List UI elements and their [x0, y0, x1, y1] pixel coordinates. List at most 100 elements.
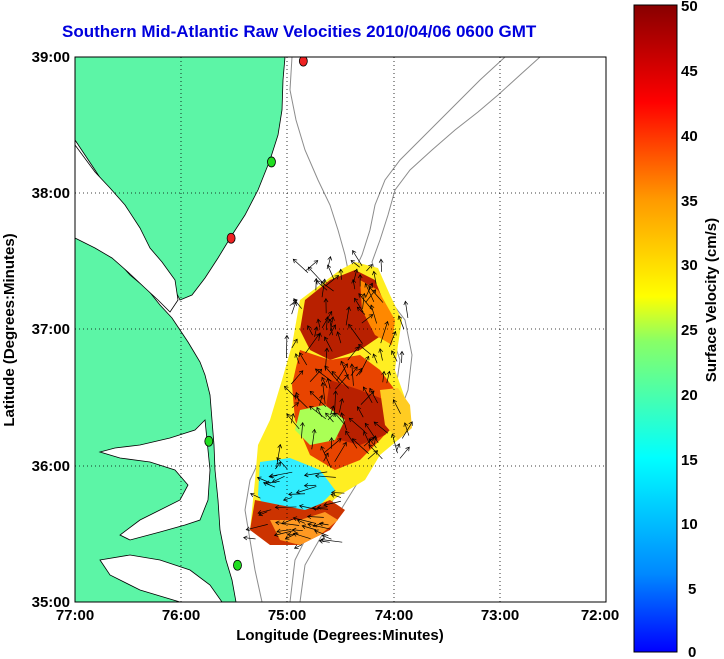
y-tick-label: 39:00 [32, 49, 70, 66]
velocity-arrow-head [284, 385, 289, 391]
y-tick-label: 35:00 [32, 594, 70, 611]
map-plot-area [75, 57, 606, 602]
velocity-arrow-head [392, 399, 397, 404]
velocity-arrow-head [320, 381, 326, 387]
velocity-arrow-head [298, 504, 304, 509]
velocity-arrow-head [336, 331, 341, 336]
velocity-arrow [293, 517, 316, 524]
velocity-arrow [373, 271, 377, 284]
velocity-arrow [352, 279, 356, 290]
colorbar-tick-label: 50 [681, 0, 698, 15]
velocity-arrow [315, 280, 328, 291]
velocity-arrow-head [339, 398, 344, 403]
velocity-arrow [334, 391, 337, 415]
velocity-arrow-head [358, 344, 363, 349]
colorbar [633, 4, 678, 653]
velocity-arrow-head [286, 413, 291, 419]
velocity-arrow-head [309, 390, 315, 396]
colorbar-tick-labels: 50 45 40 35 30 25 20 15 10 5 0 [681, 0, 698, 659]
velocity-arrow-head [291, 527, 297, 533]
velocity-arrow-head [290, 413, 295, 418]
velocity-arrow-head [329, 437, 334, 442]
velocity-arrow-head [271, 478, 277, 483]
velocity-arrow [322, 535, 332, 540]
velocity-arrow-head [378, 258, 384, 263]
velocity-arrow-head [356, 306, 362, 312]
velocity-arrow-head [392, 330, 397, 336]
velocity-arrow [357, 406, 364, 418]
velocity-arrow [350, 260, 360, 268]
velocity-arrow [404, 422, 410, 436]
velocity-arrow-head [318, 521, 324, 527]
velocity-arrow [274, 530, 294, 536]
velocity-arrow-head [353, 268, 359, 274]
velocity-arrow-head [323, 502, 328, 507]
velocity-arrow [243, 537, 256, 540]
velocity-arrow [309, 405, 327, 420]
velocity-arrow [308, 266, 325, 285]
velocity-arrow-head [349, 363, 355, 368]
velocity-arrow-head [245, 526, 251, 532]
velocity-arrow [331, 371, 349, 389]
velocity-arrow [334, 442, 347, 462]
velocity-arrow-head [320, 445, 325, 451]
velocity-arrow [352, 438, 369, 454]
velocity-arrow-head [321, 278, 327, 283]
y-tick-label: 36:00 [32, 458, 70, 475]
velocity-arrow-head [351, 438, 357, 443]
velocity-arrow-head [336, 438, 342, 443]
velocity-arrow-head [257, 510, 262, 515]
velocity-arrow-head [282, 496, 288, 502]
velocity-arrow [322, 382, 326, 404]
velocity-arrow-head [369, 387, 374, 393]
velocity-arrow [327, 378, 331, 389]
velocity-arrow [270, 471, 293, 477]
velocity-arrow-head [325, 412, 330, 418]
velocity-arrow-head [364, 282, 369, 288]
velocity-arrow [246, 524, 268, 531]
velocity-arrow-head [362, 386, 368, 392]
velocity-arrow-head [403, 422, 408, 427]
velocity-arrow-head [372, 270, 377, 276]
velocity-arrow [347, 346, 359, 361]
velocity-arrow [369, 388, 379, 404]
velocity-arrow [351, 363, 354, 386]
velocity-arrow [317, 319, 321, 328]
colorbar-tick-label: 30 [681, 257, 698, 274]
velocity-arrow-head [353, 366, 358, 371]
velocity-arrow [325, 275, 339, 287]
velocity-arrow [363, 431, 371, 445]
velocity-arrow [311, 429, 315, 450]
velocity-arrow [368, 286, 384, 303]
velocity-arrow [257, 477, 271, 484]
velocity-arrow [331, 493, 342, 498]
velocity-arrow [345, 430, 358, 449]
velocity-arrow-head [316, 504, 322, 510]
velocity-arrow-head [324, 452, 329, 458]
velocity-arrow [327, 412, 335, 421]
velocity-arrow [328, 256, 331, 267]
velocity-arrow [286, 335, 288, 358]
velocity-arrow-head [384, 320, 389, 326]
velocity-arrow-head [321, 376, 326, 382]
velocity-arrow [398, 315, 405, 330]
velocity-arrow-head [397, 315, 403, 320]
velocity-arrow-head [317, 368, 323, 374]
velocity-arrow [329, 319, 333, 336]
velocity-arrow [327, 264, 335, 280]
velocity-arrow [295, 392, 300, 402]
velocity-arrow [340, 269, 342, 280]
velocity-arrow-head [313, 277, 319, 283]
velocity-arrow [307, 523, 331, 530]
x-tick-labels: 77:00 76:00 75:00 74:00 73:00 72:00 [56, 607, 619, 624]
colorbar-tick-label: 25 [681, 322, 698, 339]
velocity-arrow-head [294, 391, 300, 397]
velocity-arrow [341, 412, 347, 431]
velocity-arrow-head [287, 532, 292, 537]
velocity-arrow [329, 316, 334, 332]
velocity-arrow [257, 509, 272, 514]
velocity-arrow-head [320, 281, 325, 286]
velocity-arrow-head [284, 535, 290, 540]
velocity-arrow [365, 289, 376, 303]
velocity-arrow-head [368, 444, 373, 449]
